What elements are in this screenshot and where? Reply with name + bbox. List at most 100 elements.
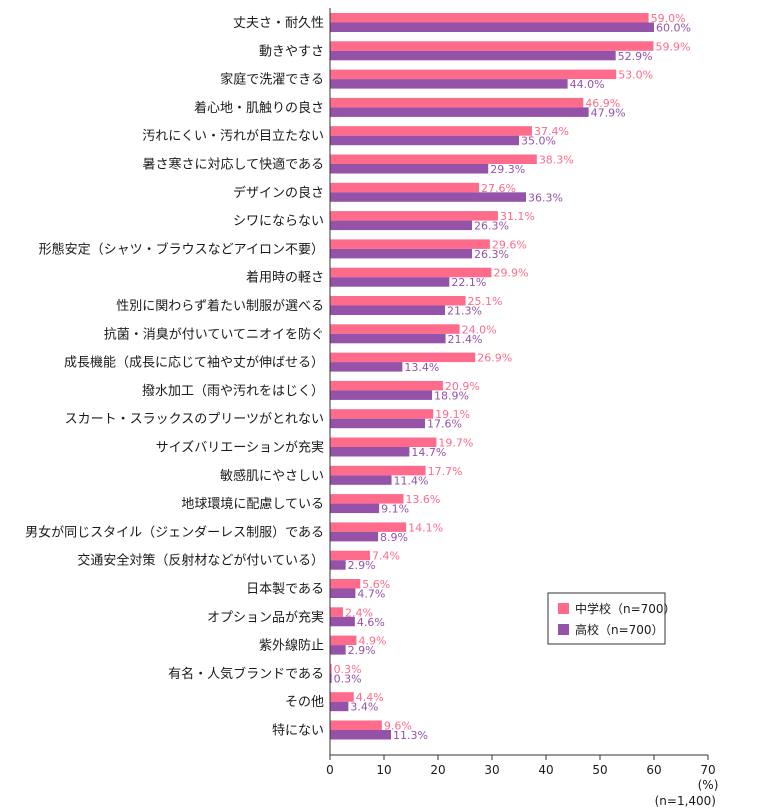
data-label: 18.9% [434,389,469,402]
data-label: 8.9% [380,531,408,544]
bar-junior-high [330,126,532,136]
bar-junior-high [330,663,332,674]
legend-box [547,592,666,645]
bar-junior-high [330,352,476,363]
bar-junior-high [330,607,343,617]
category-label: オプション品が充実 [207,609,324,625]
category-label: 撥水加工（雨や汚れをはじく） [142,384,324,399]
category-label: 汚れにくい・汚れが目立たない [142,129,324,144]
bar-high-school [330,531,379,542]
data-label: 29.3% [490,163,525,176]
category-label: 着心地・肌触りの良さ [194,100,324,116]
bar-high-school [330,645,346,655]
data-label: 11.4% [394,474,429,487]
bar-high-school [330,418,426,429]
data-label: 0.3% [334,663,362,676]
data-label: 7.4% [372,550,400,563]
bar-junior-high [330,550,370,561]
category-label: シワにならない [233,214,324,229]
category-label: 地球環境に配慮している [181,497,324,512]
bar-junior-high [330,465,426,476]
bars-layer [330,13,654,740]
x-tick-label: 20 [430,763,445,777]
bar-high-school [330,305,446,315]
bar-high-school [330,447,410,457]
bar-high-school [330,79,568,89]
data-label: 11.3% [393,729,428,742]
bar-high-school [330,50,616,61]
data-label: 2.9% [348,559,376,572]
category-labels-layer: 丈夫さ・耐久性動きやすさ家庭で洗濯できる着心地・肌触りの良さ汚れにくい・汚れが目… [25,16,324,739]
bar-high-school [330,220,473,231]
bar-high-school [330,616,355,627]
data-label: 26.9% [477,352,512,365]
bar-high-school [330,475,392,485]
bar-high-school [330,333,446,344]
bar-junior-high [330,211,498,221]
category-label: 男女が同じスタイル（ジェンダーレス制服）である [25,524,324,540]
category-label: 性別に関わらず着たい制服が選べる [116,298,324,314]
data-label: 0.3% [334,672,362,685]
x-tick-label: 70 [700,763,715,777]
category-label: その他 [285,695,324,710]
bar-high-school [330,107,589,117]
bar-junior-high [330,239,490,249]
bar-junior-high [330,41,654,51]
bar-junior-high [330,154,537,164]
bar-high-school [330,22,654,32]
data-label: 44.0% [570,78,605,91]
data-label: 26.3% [474,220,509,233]
data-label: 60.0% [656,22,691,35]
data-label: 38.3% [539,154,574,167]
data-label: 25.1% [468,295,503,308]
data-label: 29.9% [493,267,528,280]
data-label: 17.6% [427,418,462,431]
legend-swatch-junior-high [558,603,569,614]
bar-high-school [330,390,433,400]
category-label: 丈夫さ・耐久性 [233,16,324,31]
bar-junior-high [330,692,354,702]
legend-label-junior-high: 中学校（n=700） [575,601,676,616]
bar-high-school [330,135,519,146]
data-label: 3.4% [350,701,378,714]
data-label: 21.4% [448,333,483,346]
data-label: 4.7% [357,588,385,601]
bar-junior-high [330,182,480,193]
bar-junior-high [330,579,361,589]
data-label: 14.1% [408,521,443,534]
data-label: 47.9% [591,106,626,119]
bar-high-school [330,701,349,712]
x-tick-label: 60 [646,763,661,777]
category-label: 家庭で洗濯できる [220,72,324,88]
bar-junior-high [330,494,404,504]
category-label: 有名・人気ブランドである [168,666,324,682]
bar-high-school [330,192,527,202]
category-label: デザインの良さ [233,185,324,201]
data-label: 20.9% [445,380,480,393]
category-label: 着用時の軽さ [246,270,324,286]
legend-label-high-school: 高校（n=700） [575,622,664,637]
x-unit-label: (%) [698,778,719,792]
category-label: 暑さ寒さに対応して快適である [143,157,324,173]
category-label: 形態安定（シャツ・ブラウスなどアイロン不要） [39,241,324,257]
data-label: 19.1% [435,408,470,421]
x-tick-label: 40 [538,763,553,777]
bar-junior-high [330,720,382,730]
x-axis-ticks: 0 10 20 30 40 50 60 70 [326,755,716,777]
x-tick-label: 30 [484,763,499,777]
data-label: 52.9% [618,50,653,63]
bar-high-school [330,730,392,740]
bar-junior-high [330,13,649,23]
data-label: 9.1% [381,503,409,516]
bar-junior-high [330,437,437,447]
data-label: 4.6% [357,616,385,629]
bar-junior-high [330,97,584,108]
bar-junior-high [330,409,434,419]
data-label: 14.7% [411,446,446,459]
x-tick-label: 0 [326,763,334,777]
data-label: 13.4% [404,361,439,374]
category-label: 抗菌・消臭が付いていてニオイを防ぐ [104,326,324,342]
legend: 中学校（n=700） 高校（n=700） [547,592,676,645]
category-label: サイズバリエーションが充実 [156,440,324,456]
data-label: 59.0% [651,12,686,25]
